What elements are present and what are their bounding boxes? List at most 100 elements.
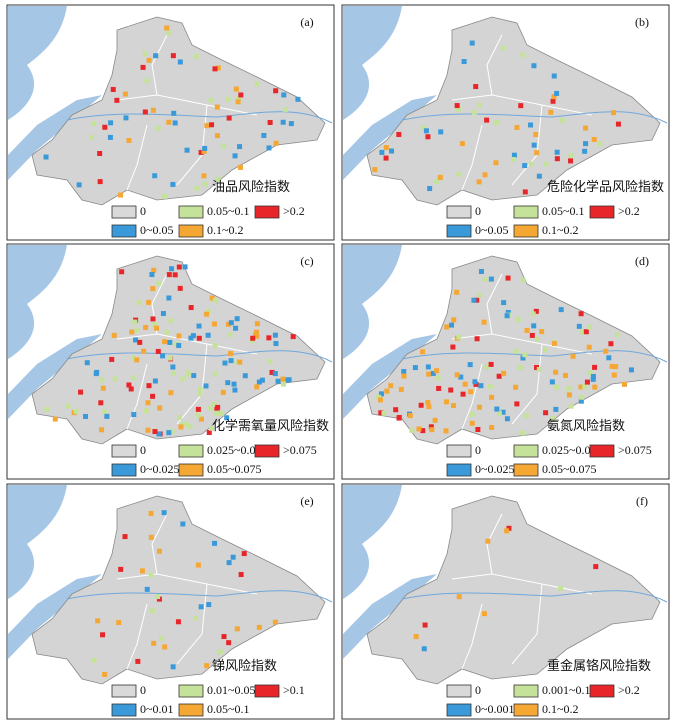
legend-swatch (254, 205, 280, 219)
legend-swatch (513, 463, 539, 477)
legend-label: 0.01~0.05 (207, 683, 256, 697)
risk-cell (428, 424, 434, 430)
risk-cell (97, 150, 103, 156)
risk-cell (143, 408, 149, 414)
risk-cell (587, 324, 593, 330)
risk-cell (159, 635, 165, 641)
district-boundary (116, 34, 258, 191)
water-body (343, 485, 402, 599)
risk-cell (178, 424, 184, 430)
risk-cell (448, 387, 454, 393)
risk-cell (141, 348, 147, 354)
risk-cell (214, 133, 220, 139)
panel-label: (a) (300, 15, 313, 29)
legend-swatch (446, 703, 472, 717)
risk-cell (615, 121, 621, 127)
risk-cell (225, 321, 231, 327)
risk-cell (628, 367, 634, 373)
map-panel: (c) 化学需氧量风险指数 0 0.025~0.05 >0.075 0~0.025 0.05… (6, 243, 335, 480)
risk-cell (214, 104, 220, 110)
risk-cell (461, 59, 467, 65)
risk-cell (232, 153, 238, 159)
risk-cell (407, 413, 413, 419)
risk-cell (222, 360, 228, 366)
legend-label: >0.2 (283, 204, 305, 218)
risk-cell (100, 632, 106, 638)
risk-cell (237, 144, 243, 150)
risk-cell (148, 572, 154, 578)
risk-cell (393, 407, 399, 413)
risk-cell (235, 96, 241, 102)
risk-cell (578, 398, 584, 404)
risk-cell (474, 336, 480, 342)
panel-title: 油品风险指数 (212, 179, 290, 194)
risk-cell (488, 276, 494, 282)
risk-cell (152, 429, 158, 435)
risk-cell (253, 329, 259, 335)
risk-cell (140, 64, 146, 70)
risk-cell (477, 292, 483, 298)
legend-label: 0.025~0.05 (207, 443, 262, 457)
risk-cell (534, 336, 540, 342)
risk-cell (288, 121, 294, 127)
legend-label: 0~0.05 (140, 223, 174, 237)
panel-title: 重金属铬风险指数 (547, 658, 651, 673)
legend-swatch (111, 444, 137, 458)
legend-label: 0~0.025 (140, 462, 180, 476)
risk-cell (280, 119, 286, 125)
risk-cell (551, 340, 557, 346)
legend-label: 0~0.025 (475, 462, 515, 476)
legend-label: 0 (140, 683, 146, 697)
risk-cell (116, 620, 122, 626)
risk-cell (78, 389, 84, 395)
risk-cell (176, 333, 182, 339)
risk-cell (456, 106, 462, 112)
legend-swatch (446, 463, 472, 477)
risk-cell (528, 161, 534, 167)
risk-cell (193, 615, 199, 621)
risk-cell (550, 416, 556, 422)
risk-cell (389, 148, 395, 154)
risk-cell (378, 410, 384, 416)
legend-swatch (178, 224, 204, 238)
risk-cell (460, 391, 466, 397)
risk-cell (622, 381, 628, 387)
water-body (8, 334, 102, 419)
legend-label: >0.2 (618, 683, 640, 697)
risk-cell (583, 329, 589, 335)
risk-cell (190, 333, 196, 339)
risk-cell (611, 372, 617, 378)
map-panel: (f) 重金属铬风险指数 0 0.001~0.1 >0.2 0~0.001 0.1~0.2 (341, 483, 670, 720)
risk-cell (161, 193, 167, 199)
risk-cell (201, 173, 207, 179)
risk-cell (416, 426, 422, 432)
risk-cell (587, 370, 593, 376)
risk-cell (126, 137, 132, 143)
risk-cell (384, 388, 390, 394)
risk-cell (613, 364, 619, 370)
risk-cell (418, 402, 424, 408)
risk-cell (422, 622, 428, 628)
risk-cell (481, 611, 487, 617)
legend-label: 0.05~0.075 (542, 462, 597, 476)
risk-cell (156, 596, 162, 602)
risk-cell (443, 399, 449, 405)
risk-cell (166, 272, 172, 278)
risk-cell (420, 125, 426, 131)
risk-cell (151, 267, 157, 273)
legend-swatch (178, 463, 204, 477)
risk-cell (242, 373, 248, 379)
risk-cell (381, 410, 387, 416)
risk-cell (212, 66, 218, 72)
risk-cell (195, 412, 201, 418)
risk-cell (152, 173, 158, 179)
risk-cell (175, 619, 181, 625)
risk-cell (238, 92, 244, 98)
legend-swatch (589, 684, 615, 698)
risk-cell (187, 423, 193, 429)
risk-cell (558, 307, 564, 313)
risk-cell (282, 106, 288, 112)
risk-cell (156, 431, 162, 437)
risk-cell (149, 272, 155, 278)
risk-cell (281, 92, 287, 98)
